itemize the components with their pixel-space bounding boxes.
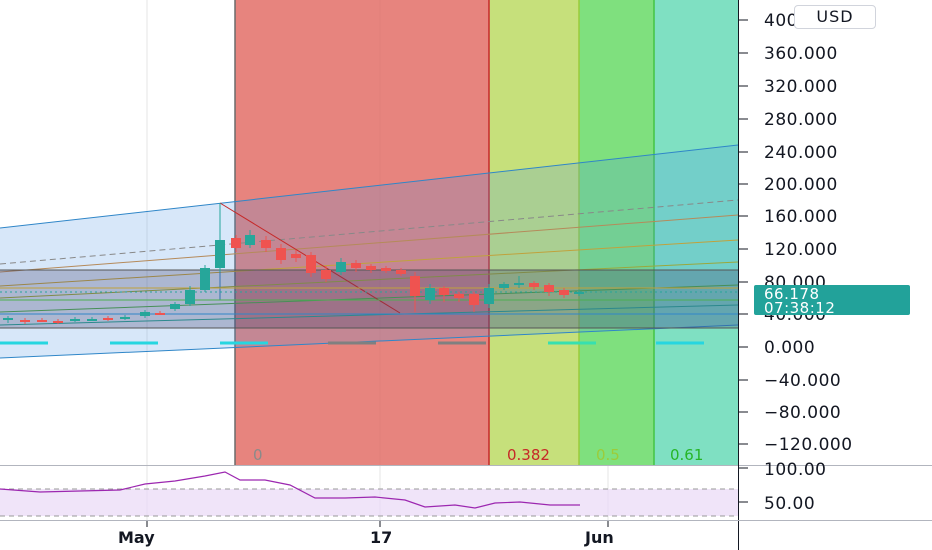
last-price-value: 66.178 [764, 285, 820, 303]
price-label: 360.000 [764, 44, 838, 64]
currency-button[interactable]: USD [794, 5, 876, 29]
price-label: 200.000 [764, 175, 838, 195]
rsi-line [0, 471, 580, 509]
rsi-scale-label: 100.00 [764, 460, 826, 480]
price-label: −40.000 [764, 371, 841, 391]
time-label-may: May [118, 528, 155, 547]
rsi-scale: 100.00 50.00 [739, 460, 826, 514]
candlestick-series[interactable] [3, 203, 584, 324]
price-label: 160.000 [764, 207, 838, 227]
fib-label-05: 0.5 [596, 446, 620, 464]
rsi-pane[interactable] [0, 471, 738, 517]
pitch-channel[interactable] [0, 144, 739, 359]
price-label: −120.000 [764, 435, 853, 455]
price-scale[interactable]: 400.000 360.000 320.000 280.000 240.000 … [764, 11, 853, 455]
price-scale-ticks [739, 19, 748, 445]
price-label: 120.000 [764, 240, 838, 260]
price-label: 320.000 [764, 77, 838, 97]
price-label: −80.000 [764, 403, 841, 423]
bar-countdown: 07:38:12 [764, 299, 836, 317]
fib-zone-teal [654, 0, 738, 465]
price-label: 280.000 [764, 110, 838, 130]
fib-label-0382: 0.382 [507, 446, 550, 464]
fib-zone-green [579, 0, 654, 465]
fib-time-zones[interactable] [234, 0, 738, 465]
time-label-jun: Jun [584, 528, 614, 547]
price-label: 0.000 [764, 338, 815, 358]
time-label-17: 17 [370, 528, 392, 547]
fib-label-061: 0.61 [670, 446, 703, 464]
last-price-tag: 66.178 07:38:12 [754, 285, 910, 317]
price-label: 240.000 [764, 143, 838, 163]
fib-label-0: 0 [253, 446, 263, 464]
rsi-scale-label: 50.00 [764, 494, 815, 514]
time-scale[interactable]: May 17 Jun [118, 521, 614, 547]
fib-zone-yellow [489, 0, 579, 465]
